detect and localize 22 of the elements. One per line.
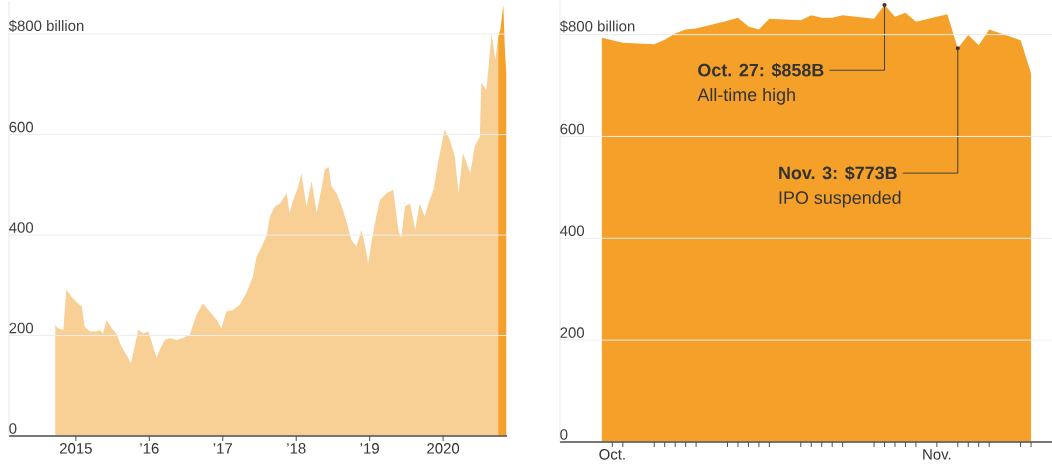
y-tick-label: 200	[9, 322, 34, 334]
annotation: Nov. 3: $773B	[779, 165, 897, 181]
x-tick-label: ’19	[360, 443, 379, 454]
x-tick-label: ’18	[287, 443, 306, 454]
y-tick-label: 400	[560, 225, 585, 237]
x-tick-label: 2015	[59, 443, 92, 454]
y-tick-label: 0	[9, 423, 17, 434]
y-tick-label: 0	[560, 429, 568, 440]
annotation: Oct. 27: $858B	[698, 62, 824, 78]
annotation: IPO suspended	[779, 190, 901, 208]
y-tick-label: $800 billion	[8, 19, 84, 32]
y-tick-label: $800 billion	[559, 20, 635, 33]
x-tick-label: 2020	[427, 443, 460, 454]
y-tick-label: 400	[9, 222, 34, 233]
x-tick-label: Oct.	[599, 449, 625, 460]
y-tick-label: 600	[560, 123, 585, 135]
annotation: All-time high	[697, 87, 795, 105]
y-tick-label: 200	[560, 327, 585, 338]
y-tick-label: 600	[9, 121, 34, 133]
x-tick-label: ’16	[140, 443, 159, 454]
x-tick-label: ’17	[213, 443, 232, 454]
x-tick-label: Nov.	[923, 449, 951, 460]
